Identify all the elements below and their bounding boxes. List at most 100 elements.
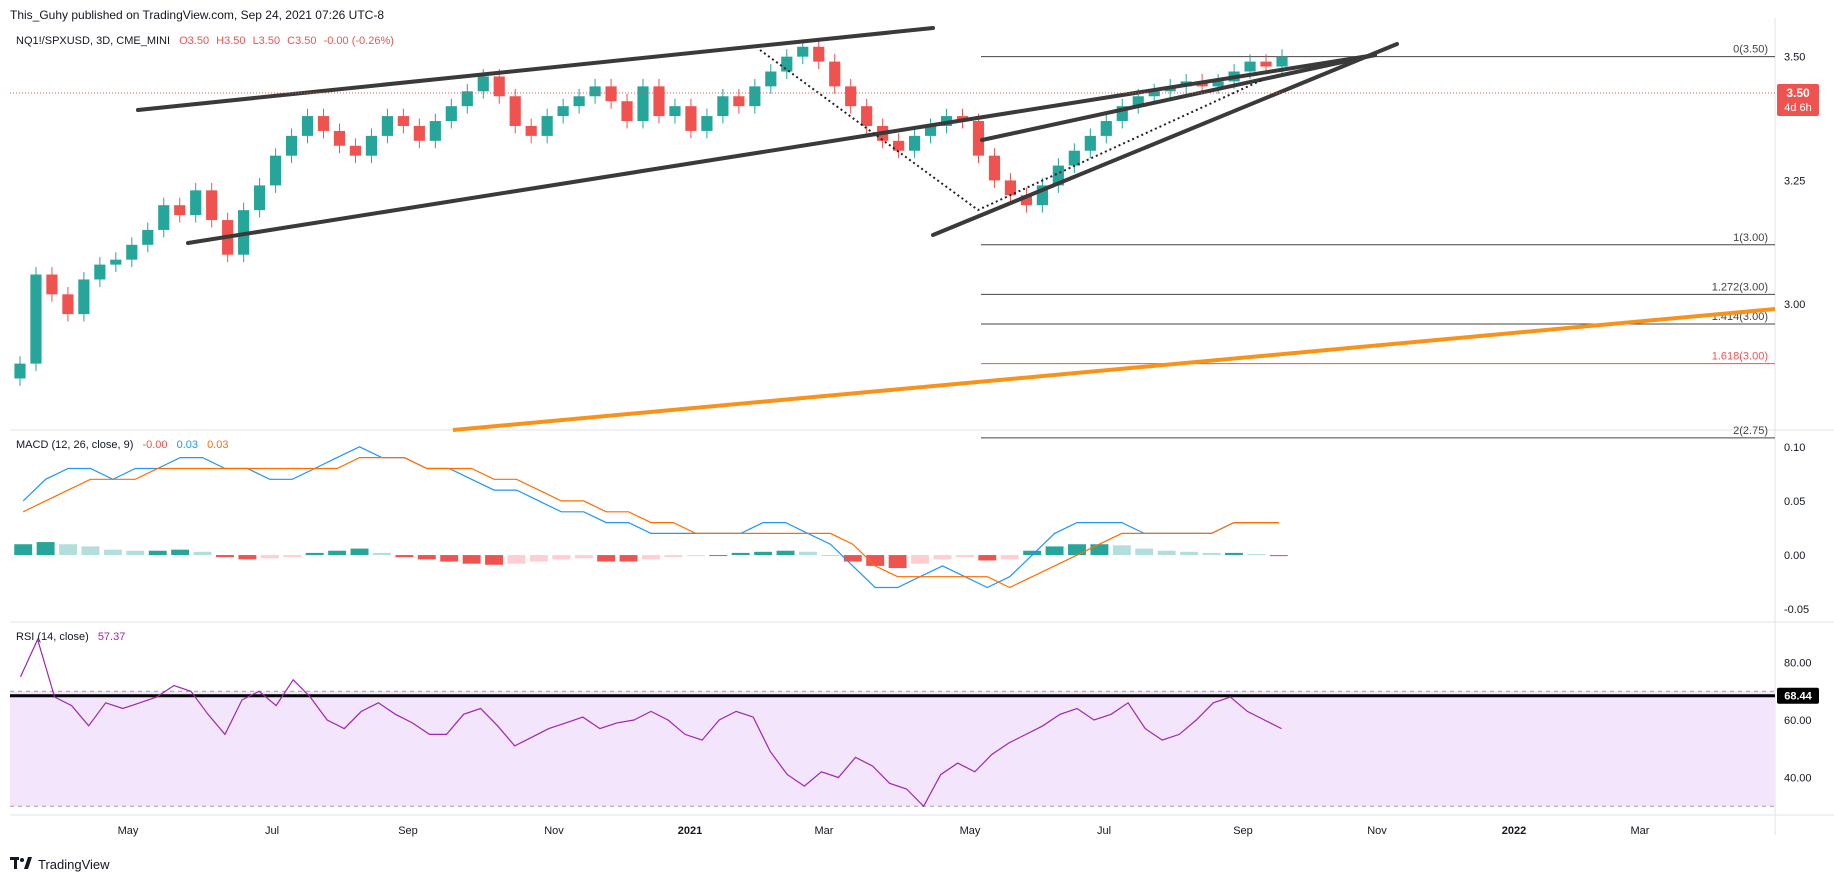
macd-histogram-bar — [686, 555, 705, 557]
candle-body — [14, 363, 26, 379]
macd-histogram-bar — [485, 555, 504, 565]
fib-level-label: 2(2.75) — [1733, 425, 1768, 437]
tradingview-logo-icon — [10, 857, 32, 872]
candle-body — [349, 145, 362, 156]
candle-body — [845, 86, 857, 107]
candle-body — [908, 135, 921, 151]
svg-text:NQ1!/SPXUSD, 3D, CME_MINI: NQ1!/SPXUSD, 3D, CME_MINI O3.50 H3.50 L3… — [16, 35, 394, 47]
fib-level-label: 1.618(3.00) — [1712, 351, 1768, 363]
candle-body — [813, 46, 825, 62]
macd-histogram-bar — [597, 555, 616, 562]
candle-body — [797, 46, 809, 57]
rsi-legend: RSI (14, close) 57.37 — [16, 631, 125, 643]
time-tick-label: Mar — [1631, 825, 1650, 837]
macd-histogram-bar — [1157, 550, 1176, 556]
macd-tick-label: 0.10 — [1784, 442, 1805, 454]
rsi-line — [19, 637, 1282, 808]
macd-pane[interactable]: 0.10 0.05 0.00 -0.05 MACD (12, 26, close, 9… — [14, 439, 1809, 616]
rsi-tick-label: 40.00 — [1784, 773, 1812, 785]
wedge-upper-line[interactable] — [980, 53, 1377, 142]
macd-histogram-bar — [1135, 548, 1154, 556]
time-tick-label: Nov — [1367, 825, 1387, 837]
time-tick-label: Jul — [1097, 825, 1111, 837]
candle-body — [445, 106, 457, 122]
macd-histogram-bar — [619, 555, 638, 562]
macd-tick-label: 0.00 — [1784, 550, 1805, 562]
macd-histogram-bar — [193, 551, 212, 556]
time-tick-label: 2022 — [1502, 825, 1526, 837]
macd-histogram-bar — [821, 555, 840, 557]
candle-body — [429, 121, 441, 141]
rsi-axis[interactable]: 80.00 60.00 40.00 — [1784, 658, 1812, 785]
macd-histogram-bar — [216, 555, 234, 558]
lower-channel-line[interactable] — [186, 53, 1377, 245]
macd-histogram-bar — [1269, 555, 1288, 557]
macd-histogram-bar — [754, 551, 773, 556]
macd-histogram-bar — [417, 555, 436, 560]
macd-histogram-bar — [798, 551, 817, 556]
macd-histogram-bar — [1023, 550, 1042, 556]
close-value: C3.50 — [287, 35, 316, 47]
candle-body — [893, 140, 905, 151]
candle-body — [493, 76, 505, 97]
candle-body — [254, 185, 266, 211]
candle-body — [78, 279, 90, 315]
dotted-path-line[interactable] — [759, 49, 1263, 212]
macd-histogram-bar — [440, 555, 459, 562]
macd-axis[interactable]: 0.10 0.05 0.00 -0.05 — [1784, 442, 1809, 616]
candle-body — [1244, 61, 1256, 72]
macd-histogram-bar — [529, 555, 548, 562]
time-axis[interactable]: May Jul Sep Nov 2021 Mar May Jul Sep Nov 2022 Mar — [118, 825, 1650, 837]
candle-body — [733, 96, 745, 107]
footer-brand: TradingView — [38, 857, 110, 872]
macd-histogram-bar — [1068, 544, 1086, 556]
fib-level-label: 0(3.50) — [1733, 44, 1768, 56]
upper-channel-line[interactable] — [136, 26, 935, 112]
macd-histogram-bar — [1112, 545, 1131, 556]
candle-body — [1132, 96, 1144, 107]
candle-body — [765, 71, 777, 87]
candle-body — [206, 190, 218, 221]
price-axis[interactable]: 3.50 3.25 3.00 — [1784, 52, 1805, 312]
footer: TradingView — [10, 857, 110, 872]
candle-body — [669, 106, 681, 117]
fib-level-label: 1.272(3.00) — [1712, 281, 1768, 293]
macd-histogram-bar — [552, 555, 571, 560]
orange-support-line[interactable] — [452, 307, 1776, 432]
candle-body — [541, 116, 553, 136]
rsi-tick-label: 60.00 — [1784, 715, 1812, 727]
candle-body — [1100, 121, 1112, 136]
last-price-badge: 3.50 4d 6h — [1777, 84, 1819, 116]
macd-histogram-bar — [933, 555, 952, 560]
candle-body — [1020, 195, 1033, 206]
macd-histogram-bar — [866, 555, 885, 566]
publish-header: This_Guhy published on TradingView.com, … — [10, 8, 385, 22]
candle-body — [333, 130, 346, 146]
candle-body — [1212, 81, 1224, 87]
candle-body — [1052, 165, 1064, 186]
macd-histogram-bar — [1180, 551, 1199, 556]
rsi-pane[interactable]: 80.00 60.00 40.00 68.44 RSI (14, close) 57… — [10, 631, 1819, 808]
time-tick-label: May — [118, 825, 139, 837]
time-tick-label: Sep — [398, 825, 418, 837]
candle-body — [269, 155, 282, 186]
candle-body — [717, 96, 729, 117]
price-tick-label: 3.25 — [1784, 175, 1805, 187]
macd-histogram-bar — [1202, 552, 1221, 556]
macd-histogram-bar — [709, 555, 728, 557]
wedge-lower-line[interactable] — [931, 42, 1399, 237]
time-tick-label: Mar — [815, 825, 834, 837]
candle-body — [301, 116, 314, 136]
candle-body — [573, 96, 585, 107]
macd-histogram-bar — [955, 555, 974, 558]
macd-histogram-bar — [1247, 553, 1266, 556]
macd-histogram-bar — [305, 552, 324, 556]
candle-body — [749, 86, 761, 107]
candle-body — [1068, 150, 1080, 166]
macd-histogram-bar — [911, 555, 930, 564]
time-tick-label: Jul — [265, 825, 279, 837]
fibonacci-levels[interactable]: 0(3.50)1(3.00)1.272(3.00)1.414(3.00)1.61… — [981, 44, 1775, 439]
macd-histogram-bar — [1090, 544, 1109, 556]
price-pane[interactable]: 0(3.50)1(3.00)1.272(3.00)1.414(3.00)1.61… — [10, 26, 1819, 439]
